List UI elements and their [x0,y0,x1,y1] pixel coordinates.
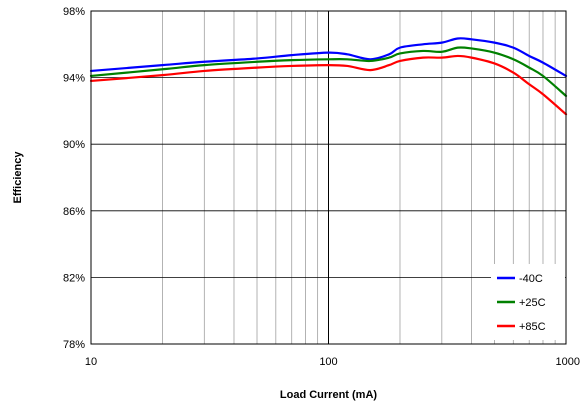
tick-labels: 78% 82% 86% 90% 94% 98% 10 100 1000 [63,6,580,368]
y-tick-label: 90% [63,139,85,151]
y-tick-label: 82% [63,272,85,284]
y-axis-title: Efficiency [12,151,24,204]
plot-frame [90,10,567,345]
y-tick-label: 86% [63,206,85,218]
series-line-25c [89,46,568,98]
legend-label: -40C [519,273,543,285]
y-tick-label: 98% [63,6,85,18]
legend: -40C +25C +85C [491,264,565,340]
y-tick-label: 94% [63,73,85,85]
series-lines [89,37,568,116]
series-line-85c [89,54,568,116]
x-axis-title: Load Current (mA) [280,389,378,401]
x-tick-label: 10 [85,356,97,368]
legend-label: +85C [519,321,546,333]
y-tick-label: 78% [63,339,85,351]
x-tick-label: 100 [319,356,337,368]
legend-label: +25C [519,297,546,309]
series-line-40c [89,37,568,78]
x-tick-label: 1000 [556,356,580,368]
